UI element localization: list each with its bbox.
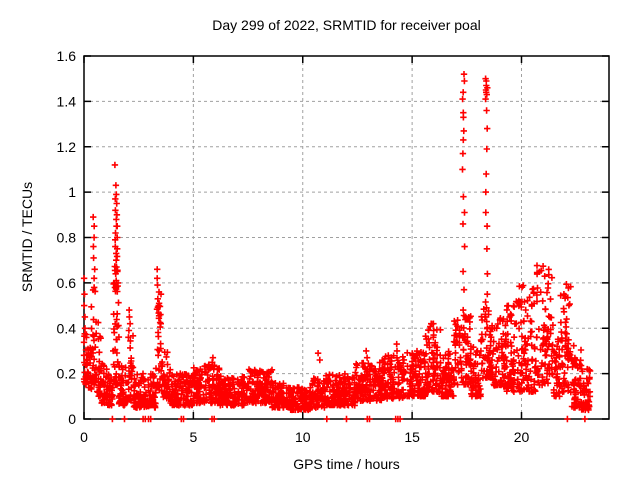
y-tick-label: 1.6	[57, 48, 77, 64]
y-tick-label: 1.4	[57, 93, 77, 109]
y-tick-label: 0.8	[57, 230, 77, 246]
x-tick-label: 0	[80, 429, 88, 445]
y-tick-label: 1.2	[57, 139, 77, 155]
x-tick-label: 15	[404, 429, 420, 445]
y-axis-label: SRMTID / TECUs	[19, 181, 35, 293]
y-tick-label: 0	[68, 411, 76, 427]
x-axis-label: GPS time / hours	[293, 456, 400, 472]
y-tick-label: 0.4	[57, 320, 77, 336]
x-tick-label: 5	[189, 429, 197, 445]
y-tick-label: 1	[68, 184, 76, 200]
data-points	[80, 71, 594, 423]
y-tick-label: 0.6	[57, 275, 77, 291]
x-tick-label: 20	[514, 429, 530, 445]
x-tick-label: 10	[295, 429, 311, 445]
chart-title: Day 299 of 2022, SRMTID for receiver poa…	[212, 17, 481, 33]
y-tick-label: 0.2	[57, 366, 77, 382]
